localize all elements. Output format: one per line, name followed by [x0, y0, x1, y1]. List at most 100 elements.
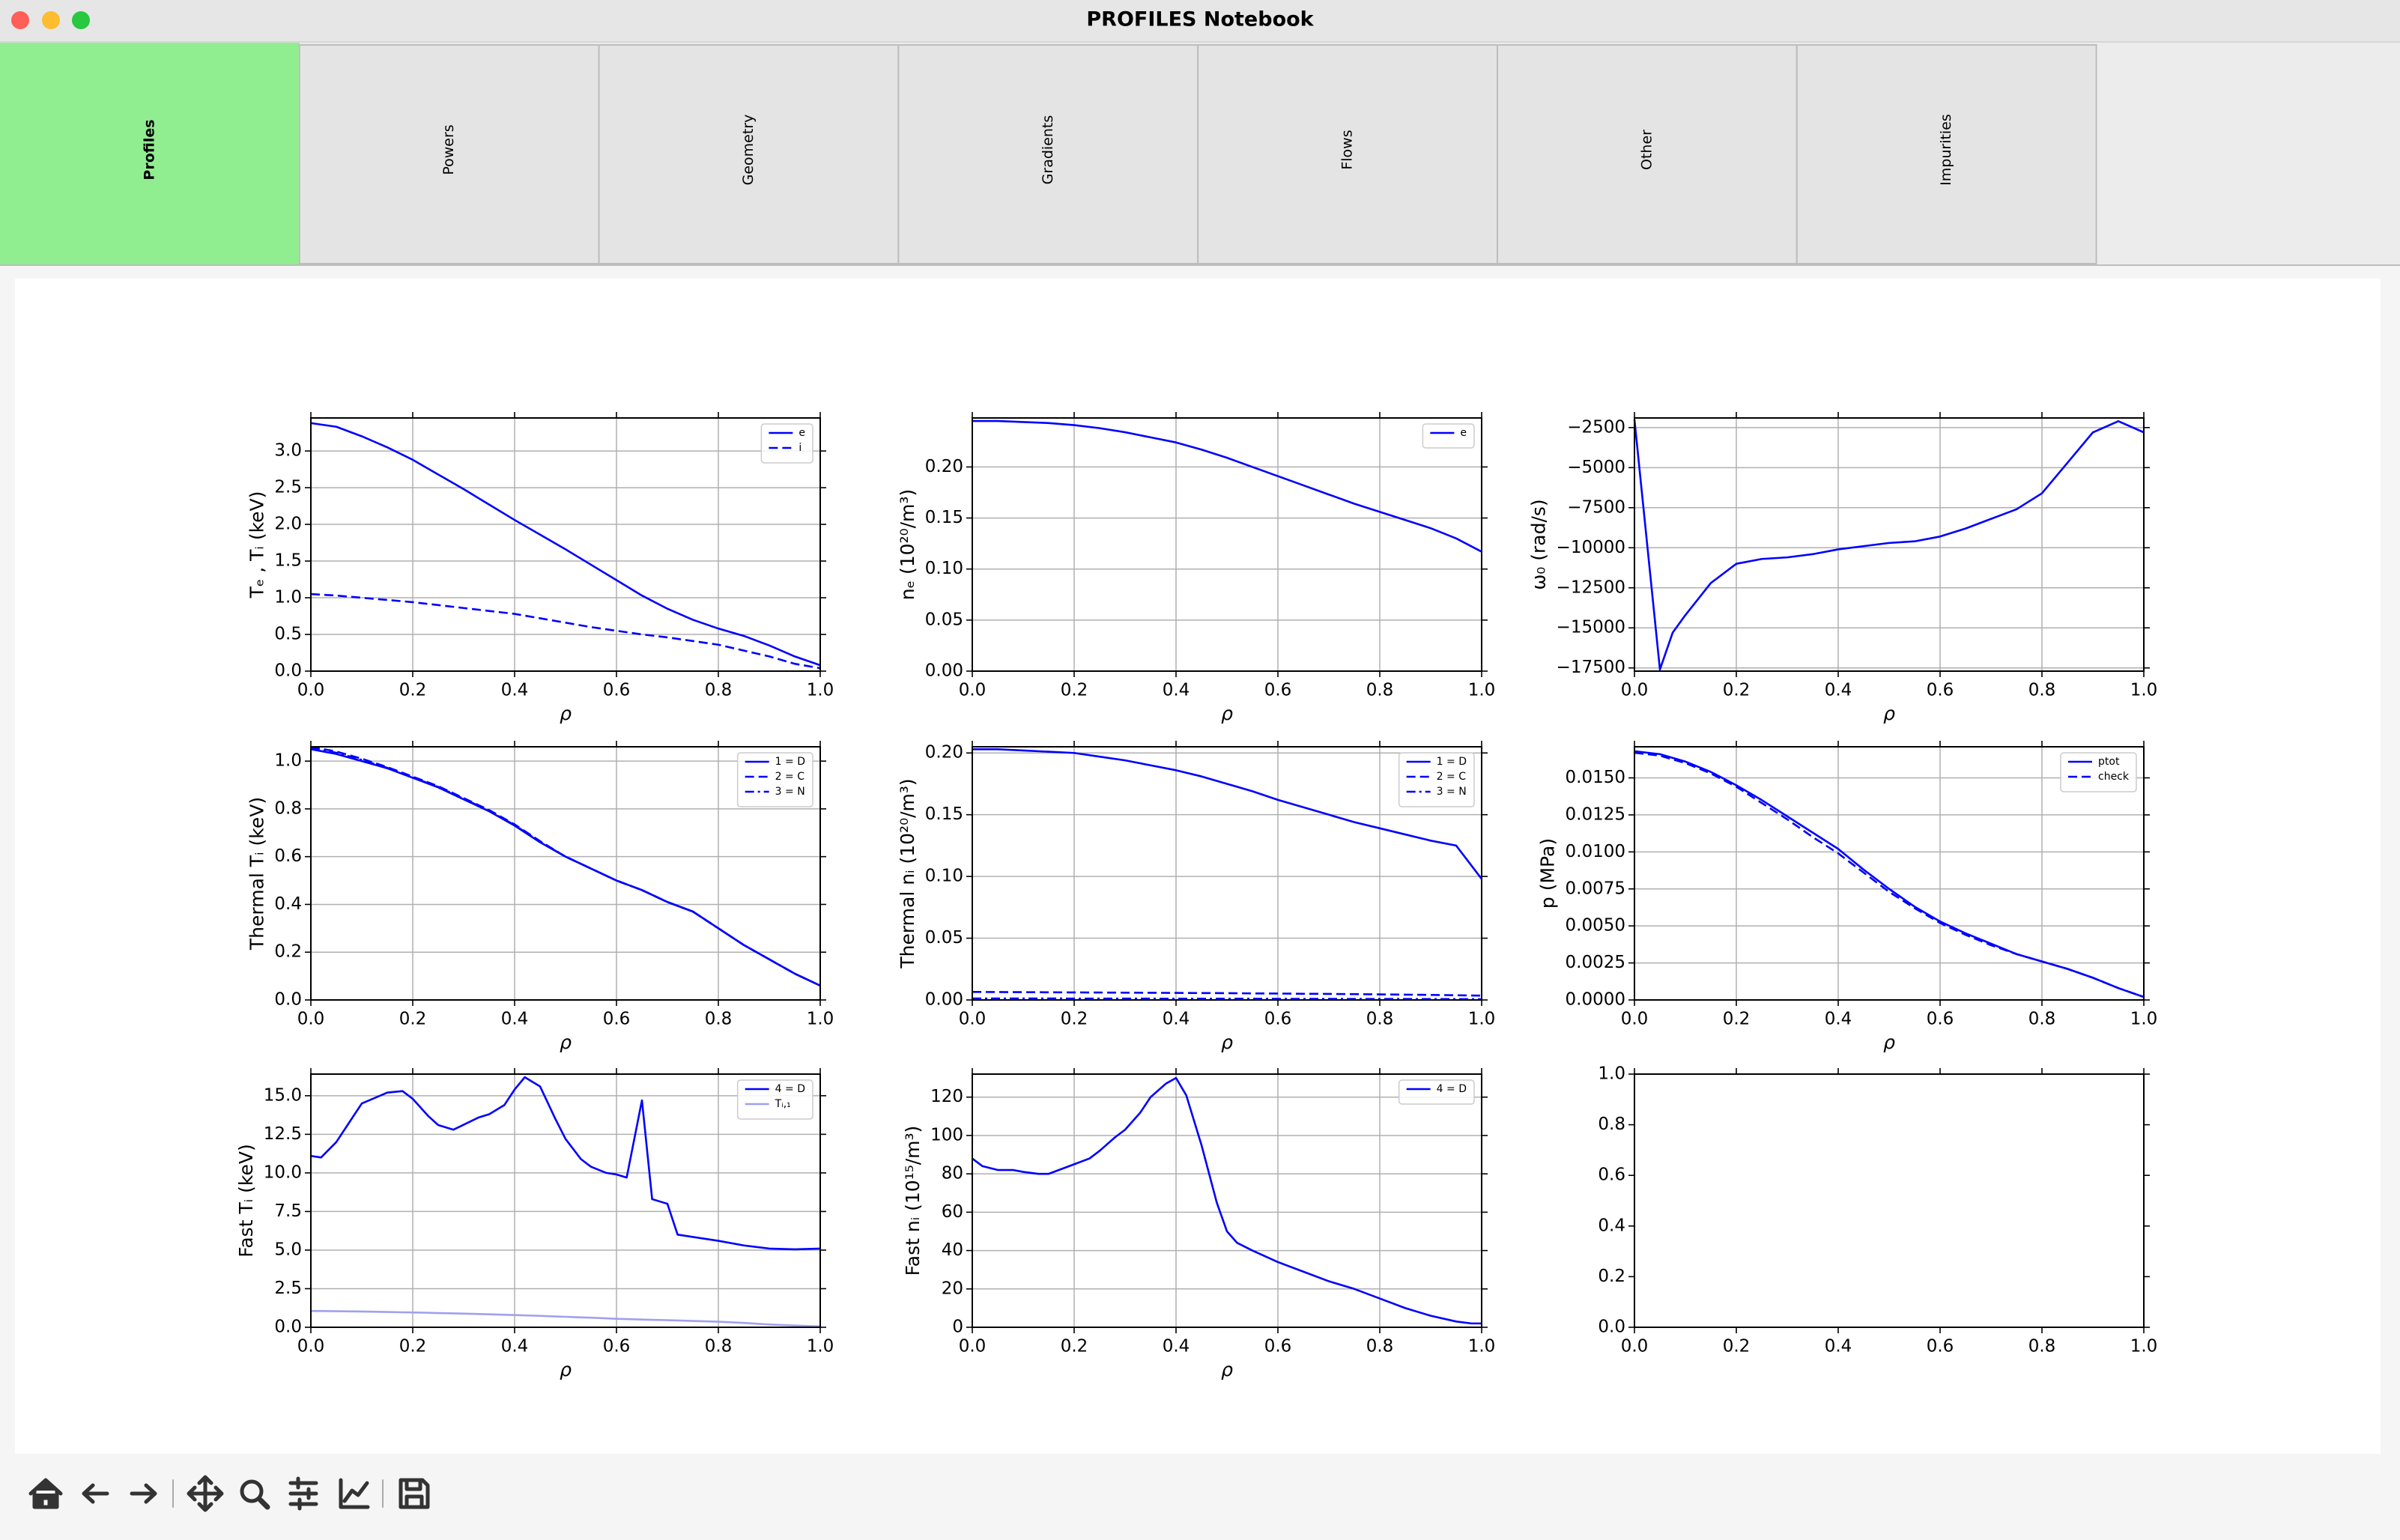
data-line [311, 1310, 821, 1328]
x-tick-label: 0.0 [1621, 1010, 1649, 1029]
configure-button[interactable] [288, 1476, 318, 1511]
x-tick-label: 0.4 [1163, 681, 1190, 700]
data-line [310, 1076, 821, 1251]
x-tick-label: 1.0 [807, 681, 834, 700]
y-tick-label: 0.0125 [1566, 804, 1625, 824]
tab[interactable] [1197, 44, 1498, 264]
x-tick-label: 1.0 [807, 1337, 834, 1356]
y-tick-label: −12500 [1557, 578, 1625, 597]
tab[interactable] [1796, 44, 2097, 264]
x-tick-label: 0.2 [399, 681, 427, 700]
title-bar [0, 0, 2400, 42]
x-tick-label: 0.0 [959, 681, 987, 700]
y-tick-label: 0.0100 [1566, 842, 1625, 861]
x-tick-label: 0.0 [297, 1010, 325, 1029]
x-tick-label: 1.0 [2130, 681, 2158, 700]
y-tick-label: −17500 [1557, 658, 1625, 677]
x-tick-label: 1.0 [1468, 681, 1496, 700]
forward-button[interactable] [130, 1483, 157, 1504]
x-tick-label: 0.2 [1723, 681, 1751, 700]
data-line [972, 748, 1483, 880]
tab-label[interactable]: Gradients [1040, 115, 1056, 185]
chart: 0.0 0.2 0.4 0.6 0.8 1.0 0 20 40 60 80 100 120 ρ Fast n… [902, 1068, 1495, 1380]
x-axis-label: ρ [1883, 703, 1895, 724]
axes-frame [972, 1073, 1482, 1328]
y-tick-label: 0.10 [925, 867, 963, 886]
toolbar [28, 1475, 430, 1512]
minimize-button[interactable] [42, 11, 60, 29]
figure-canvas [15, 279, 2381, 1454]
tab[interactable] [298, 44, 600, 264]
chart: 0.0 0.2 0.4 0.6 0.8 1.0 0.0000 0.0025 0.0050 0.00… [1537, 741, 2158, 1053]
zoom-button[interactable] [72, 11, 90, 29]
y-tick-label: 80 [942, 1164, 963, 1183]
pan-button[interactable] [187, 1475, 224, 1512]
y-tick-label: 2.5 [274, 1279, 302, 1298]
back-button[interactable] [82, 1483, 109, 1504]
tab-label[interactable]: Profiles [141, 119, 157, 180]
y-tick-label: 0.0 [274, 661, 302, 681]
y-tick-label: 0.10 [925, 559, 963, 578]
save-button[interactable] [399, 1478, 430, 1509]
y-tick-label: 120 [930, 1087, 963, 1106]
legend-label: ptot [2098, 756, 2120, 768]
legend-box [1398, 752, 1475, 807]
x-tick-label: 1.0 [2130, 1010, 2158, 1029]
x-tick-label: 0.8 [705, 1010, 733, 1029]
y-tick-label: 1.0 [274, 751, 302, 771]
y-axis-label: Thermal Tᵢ (keV) [246, 797, 267, 951]
zoom-tool-button[interactable] [258, 1497, 270, 1510]
x-tick-label: 0.4 [1825, 1010, 1852, 1029]
y-tick-label: 5.0 [274, 1240, 302, 1259]
legend-label: 3 = N [1437, 786, 1467, 798]
tab-label[interactable]: Flows [1339, 130, 1356, 169]
y-axis-label: ω₀ (rad/s) [1528, 499, 1550, 589]
y-tick-label: 0.20 [925, 743, 963, 763]
tab[interactable] [0, 43, 300, 265]
y-tick-label: 0.05 [925, 928, 963, 948]
tab-label[interactable]: Geometry [740, 115, 757, 186]
y-tick-label: 0.4 [274, 894, 302, 914]
tab-label[interactable]: Impurities [1938, 114, 1954, 186]
x-tick-label: 0.4 [1825, 681, 1852, 700]
x-tick-label: 0.8 [2028, 1010, 2056, 1029]
legend-label: 2 = C [775, 771, 805, 783]
x-tick-label: 0.6 [1927, 681, 1954, 700]
legend-label: 4 = D [775, 1083, 805, 1095]
y-tick-label: 0.05 [925, 610, 963, 629]
y-tick-label: 0.0050 [1566, 916, 1625, 936]
legend: ptot check [2060, 752, 2137, 792]
zoom-tool-lens [240, 1479, 264, 1503]
legend-label: e [799, 427, 805, 439]
tab[interactable] [598, 44, 900, 264]
tab[interactable] [1497, 44, 1798, 264]
y-tick-label: 0.15 [925, 804, 963, 824]
chart: 0.0 0.2 0.4 0.6 0.8 1.0 0.0 0.2 0.4 0.6 0.8 1.0 ρ The… [246, 741, 834, 1053]
home-button[interactable] [28, 1478, 63, 1509]
x-tick-label: 0.4 [1825, 1337, 1852, 1356]
x-tick-label: 1.0 [2130, 1337, 2158, 1356]
y-tick-label: 0.0 [274, 1318, 302, 1337]
x-tick-label: 1.0 [1468, 1010, 1496, 1029]
axes-frame [972, 417, 1482, 672]
close-button[interactable] [11, 11, 29, 29]
tab-label[interactable]: Other [1638, 130, 1655, 170]
y-axis-label: Tₑ , Tᵢ (keV) [246, 491, 267, 599]
tab-label[interactable]: Powers [440, 124, 457, 175]
y-tick-label: 0.0150 [1566, 768, 1625, 787]
y-tick-label: 0.6 [1598, 1165, 1625, 1185]
axes-frame [1634, 1073, 2145, 1328]
y-tick-label: 2.0 [274, 515, 302, 534]
y-tick-label: 2.5 [274, 478, 302, 497]
edit-axes-button[interactable] [339, 1478, 370, 1509]
x-tick-label: 1.0 [807, 1010, 834, 1029]
x-axis-label: ρ [1221, 1359, 1233, 1380]
x-tick-label: 0.8 [1366, 1010, 1394, 1029]
y-tick-label: 0.0 [1598, 1318, 1625, 1337]
x-tick-label: 0.6 [603, 1010, 631, 1029]
tab[interactable] [897, 44, 1199, 264]
legend-box [1398, 1079, 1475, 1105]
y-axis-label: Thermal nᵢ (10²⁰/m³) [897, 778, 918, 968]
